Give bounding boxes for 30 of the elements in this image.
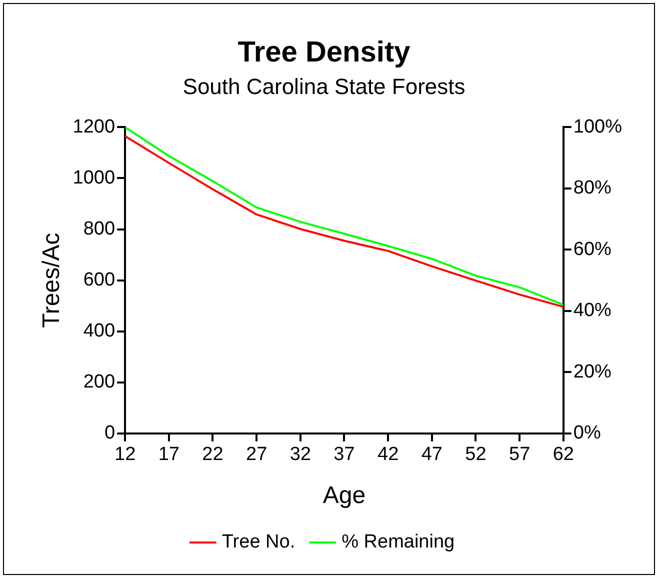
x-tick-label: 22 <box>202 444 224 466</box>
y2-tick-label: 0% <box>573 422 601 444</box>
chart-subtitle: South Carolina State Forests <box>182 74 466 100</box>
legend-label: % Remaining <box>342 532 455 553</box>
y2-tick-label: 60% <box>573 238 612 260</box>
y-tick-label: 800 <box>83 218 116 240</box>
y-tick-label: 200 <box>83 372 116 393</box>
y2-tick-label: 100% <box>573 116 622 138</box>
y-tick-label: 0 <box>104 422 116 444</box>
y-tick-label: 600 <box>83 270 116 291</box>
x-axis-title: Age <box>322 482 366 510</box>
y-axis-title: Trees/Ac <box>38 232 66 328</box>
x-tick-label: 52 <box>465 444 486 466</box>
chart-title: Tree Density <box>238 36 410 68</box>
x-tick-label: 17 <box>158 444 180 466</box>
x-tick-label: 27 <box>246 444 268 466</box>
x-tick-label: 32 <box>290 444 311 466</box>
x-tick-label: 12 <box>114 444 136 466</box>
y-tick-label: 1000 <box>72 167 116 188</box>
x-tick-label: 47 <box>421 444 442 466</box>
y2-tick-label: 20% <box>573 361 612 382</box>
y-tick-label: 400 <box>83 320 116 342</box>
x-tick-label: 37 <box>334 444 355 466</box>
y2-tick-label: 80% <box>573 178 612 199</box>
x-tick-label: 42 <box>378 444 399 466</box>
legend-label: Tree No. <box>222 532 296 553</box>
y-tick-label: 1200 <box>72 116 116 138</box>
y2-tick-label: 40% <box>573 300 612 322</box>
x-tick-label: 62 <box>552 444 574 466</box>
x-tick-label: 57 <box>509 444 530 466</box>
